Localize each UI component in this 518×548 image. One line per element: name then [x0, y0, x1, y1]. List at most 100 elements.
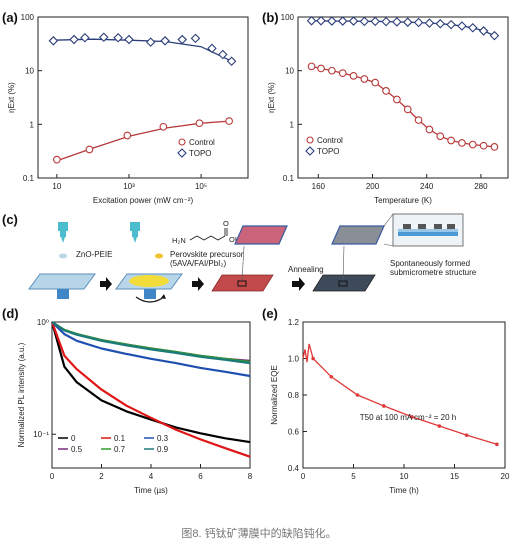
legend-marker-control	[306, 136, 314, 144]
panel-label-b: (b)	[262, 10, 279, 25]
legend-marker-control	[178, 138, 186, 146]
xtick-label-e: 10	[400, 472, 409, 481]
legend-marker-topo	[177, 148, 187, 158]
t50-annotation: T50 at 100 mA cm⁻² = 20 h	[360, 413, 457, 422]
xtick-label-e: 5	[351, 472, 356, 481]
legend-label-control: Control	[189, 138, 215, 147]
x-axis-label-a: Excitation power (mW cm⁻²)	[93, 196, 194, 205]
data-point-topo	[177, 34, 188, 45]
label-structure-2: submicrometre structure	[390, 268, 477, 277]
legend-marker-topo	[305, 146, 315, 156]
data-point-control	[468, 140, 477, 149]
plot-frame-a	[37, 16, 249, 179]
cross-section	[383, 213, 464, 247]
data-point-topo	[478, 26, 489, 36]
data-point-topo	[337, 16, 348, 26]
arrow-1-icon	[100, 277, 112, 291]
molecule-h2n: H₂N	[172, 236, 186, 245]
label-zno-peie: ZnO-PEIE	[76, 250, 113, 259]
data-point-control	[479, 141, 488, 150]
data-point-topo	[457, 21, 467, 31]
data-point-topo	[348, 16, 359, 26]
data-point-topo	[424, 18, 435, 28]
xtick-label-d: 2	[99, 472, 104, 481]
data-point-topo	[392, 17, 402, 27]
data-point-topo	[80, 33, 90, 43]
data-point-topo	[467, 22, 478, 33]
xtick-label-e: 15	[450, 472, 459, 481]
arrow-2-icon	[192, 277, 204, 291]
data-point-control	[159, 122, 168, 131]
substrate-2	[115, 273, 183, 303]
data-point-control	[195, 119, 204, 128]
data-point-topo	[98, 32, 109, 42]
data-point-topo	[190, 33, 201, 44]
xtick-label-a: 10	[52, 182, 61, 191]
ytick-label-b: 1	[290, 120, 295, 129]
x-axis-label-e: Time (h)	[389, 486, 419, 495]
eqe-point	[410, 415, 414, 419]
eqe-point	[437, 424, 442, 428]
y-axis-label-b: ηExt (%)	[267, 82, 276, 113]
substrate-4	[312, 225, 385, 292]
y-axis-label-a: ηExt (%)	[7, 82, 16, 113]
ytick-label-e: 0.8	[288, 391, 300, 400]
ytick-label-e: 0.4	[288, 464, 300, 473]
data-point-topo	[446, 19, 456, 30]
data-point-topo	[218, 49, 228, 60]
data-point-topo	[413, 17, 424, 28]
precursor-drop	[155, 253, 163, 259]
data-point-control	[85, 145, 94, 154]
ytick-label-b: 10	[285, 67, 294, 76]
x-axis-label-d: Time (µs)	[134, 486, 168, 495]
eqe-point	[329, 374, 334, 379]
xtick-label-b: 240	[420, 182, 434, 191]
data-point-topo	[306, 16, 317, 26]
xtick-label-e: 20	[501, 472, 510, 481]
data-point-control	[338, 69, 347, 77]
eqe-curve	[302, 343, 498, 445]
data-point-topo	[48, 36, 59, 46]
arrow-3-icon	[292, 277, 305, 291]
data-point-control	[123, 131, 132, 140]
data-point-topo	[316, 16, 326, 26]
xtick-label-b: 200	[366, 182, 380, 191]
eqe-point	[382, 404, 386, 408]
legend-label-topo: TOPO	[189, 149, 212, 158]
data-point-control	[53, 155, 61, 164]
xtick-label-a: 10³	[123, 182, 135, 191]
data-point-topo	[359, 16, 370, 27]
pipette-precursor	[130, 222, 140, 243]
eqe-point	[311, 356, 315, 361]
xtick-label-e: 0	[301, 472, 306, 481]
legend-label-0-3: 0.3	[157, 434, 169, 443]
data-point-topo	[381, 16, 391, 27]
label-precursor-formula: (5AVA/FAI/PbI₂)	[170, 259, 227, 268]
panel-label-a: (a)	[2, 10, 18, 25]
ytick-label-e: 1.2	[288, 318, 300, 327]
legend-label-topo: TOPO	[317, 147, 340, 156]
data-point-control	[425, 125, 434, 134]
legend-label-0-5: 0.5	[71, 445, 83, 454]
data-point-topo	[435, 18, 446, 29]
panel-label-d: (d)	[2, 306, 19, 321]
xtick-label-a: 10⁵	[195, 182, 207, 191]
data-point-control	[490, 143, 499, 151]
y-axis-label-e: Normalized EQE	[270, 365, 279, 425]
data-point-topo	[489, 30, 500, 41]
data-point-control	[328, 66, 336, 75]
data-point-control	[447, 136, 455, 145]
data-point-control	[317, 64, 325, 73]
ytick-label-b: 0.1	[283, 174, 295, 183]
legend-label-0: 0	[71, 434, 76, 443]
label-structure-1: Spontaneously formed	[390, 259, 471, 268]
legend-label-0-7: 0.7	[114, 445, 126, 454]
decay-curve-0-3	[51, 321, 251, 378]
ytick-label-b: 100	[281, 13, 295, 22]
xtick-label-d: 4	[149, 472, 154, 481]
data-point-control	[371, 78, 380, 87]
zno-drop	[59, 253, 67, 259]
